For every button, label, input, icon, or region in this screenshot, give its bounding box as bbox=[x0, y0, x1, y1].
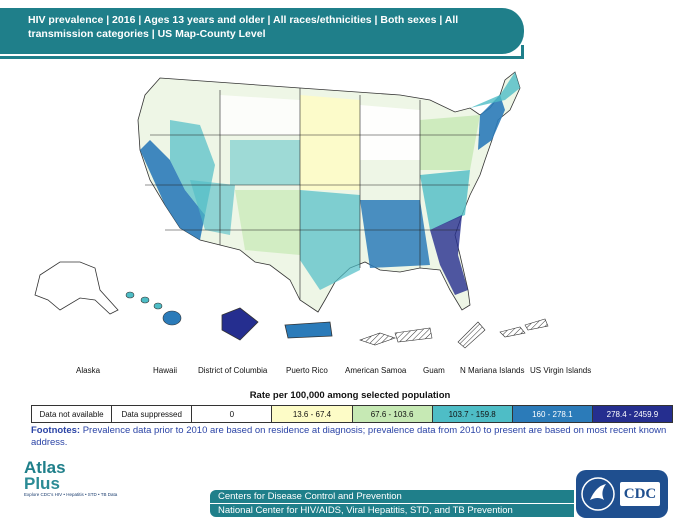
territory-label-usvi: US Virgin Islands bbox=[530, 366, 592, 375]
us-virgin-islands-shape bbox=[499, 318, 549, 338]
legend-label: Data not available bbox=[39, 409, 104, 419]
page-title: HIV prevalence | 2016 | Ages 13 years an… bbox=[28, 14, 459, 40]
guam-shape bbox=[394, 327, 433, 343]
legend-label: 0 bbox=[229, 409, 235, 419]
atlas-logo-tagline: Explore CDC's HIV • Hepatitis • STD • TB… bbox=[24, 492, 118, 497]
legend-title: Rate per 100,000 among selected populati… bbox=[249, 390, 451, 401]
footnote-label: Footnotes: bbox=[31, 425, 81, 436]
footnote-text: Prevalence data prior to 2010 are based … bbox=[31, 425, 667, 448]
territory-label-dc: District of Columbia bbox=[198, 366, 268, 375]
territory-label-hawaii: Hawaii bbox=[153, 366, 178, 375]
header-rule-side bbox=[521, 45, 524, 59]
territory-label-alaska: Alaska bbox=[76, 366, 101, 375]
hawaii-shape bbox=[125, 291, 182, 326]
legend-label: Data suppressed bbox=[121, 409, 182, 419]
n-mariana-shape bbox=[457, 321, 486, 349]
legend: Data not available Data suppressed 0 13.… bbox=[31, 405, 673, 423]
legend-label: 67.6 - 103.6 bbox=[370, 409, 414, 419]
puerto-rico-shape bbox=[284, 321, 333, 339]
territory-label-puerto-rico: Puerto Rico bbox=[286, 366, 328, 375]
legend-item: Data suppressed bbox=[112, 406, 193, 422]
legend-item: 13.6 - 67.4 bbox=[272, 406, 353, 422]
legend-item: 278.4 - 2459.9 bbox=[592, 406, 672, 422]
legend-item: 103.7 - 159.8 bbox=[432, 406, 513, 422]
territory-label-n-mariana: N Mariana Islands bbox=[460, 366, 525, 375]
cdc-logo[interactable]: CDC bbox=[576, 470, 668, 518]
cdc-logo-text: CDC bbox=[623, 486, 657, 502]
territory-label-american-samoa: American Samoa bbox=[345, 366, 407, 375]
alaska-shape bbox=[34, 261, 119, 315]
legend-item: Data not available bbox=[32, 406, 113, 422]
page-header: HIV prevalence | 2016 | Ages 13 years an… bbox=[0, 8, 524, 54]
us-county-map bbox=[34, 71, 549, 349]
atlas-logo-line1: Atlas bbox=[24, 458, 66, 477]
legend-label: 13.6 - 67.4 bbox=[292, 409, 332, 419]
american-samoa-shape bbox=[359, 332, 396, 346]
legend-label: 160 - 278.1 bbox=[532, 409, 573, 419]
territory-label-guam: Guam bbox=[423, 366, 445, 375]
footnote: Footnotes: Prevalence data prior to 2010… bbox=[31, 425, 671, 449]
legend-item: 67.6 - 103.6 bbox=[352, 406, 433, 422]
legend-label: 278.4 - 2459.9 bbox=[606, 409, 659, 419]
legend-label: 103.7 - 159.8 bbox=[448, 409, 496, 419]
dc-shape bbox=[221, 307, 259, 341]
hhs-eagle-icon bbox=[581, 477, 660, 511]
header-rule bbox=[0, 56, 524, 59]
atlasplus-logo[interactable]: Atlas Plus Explore CDC's HIV • Hepatitis… bbox=[24, 458, 120, 500]
legend-item: 160 - 278.1 bbox=[512, 406, 593, 422]
footer-cdc-name: Centers for Disease Control and Preventi… bbox=[210, 490, 574, 503]
footer-center-name: National Center for HIV/AIDS, Viral Hepa… bbox=[210, 504, 574, 517]
atlas-logo-line2: Plus bbox=[24, 474, 60, 493]
legend-item: 0 bbox=[192, 406, 273, 422]
